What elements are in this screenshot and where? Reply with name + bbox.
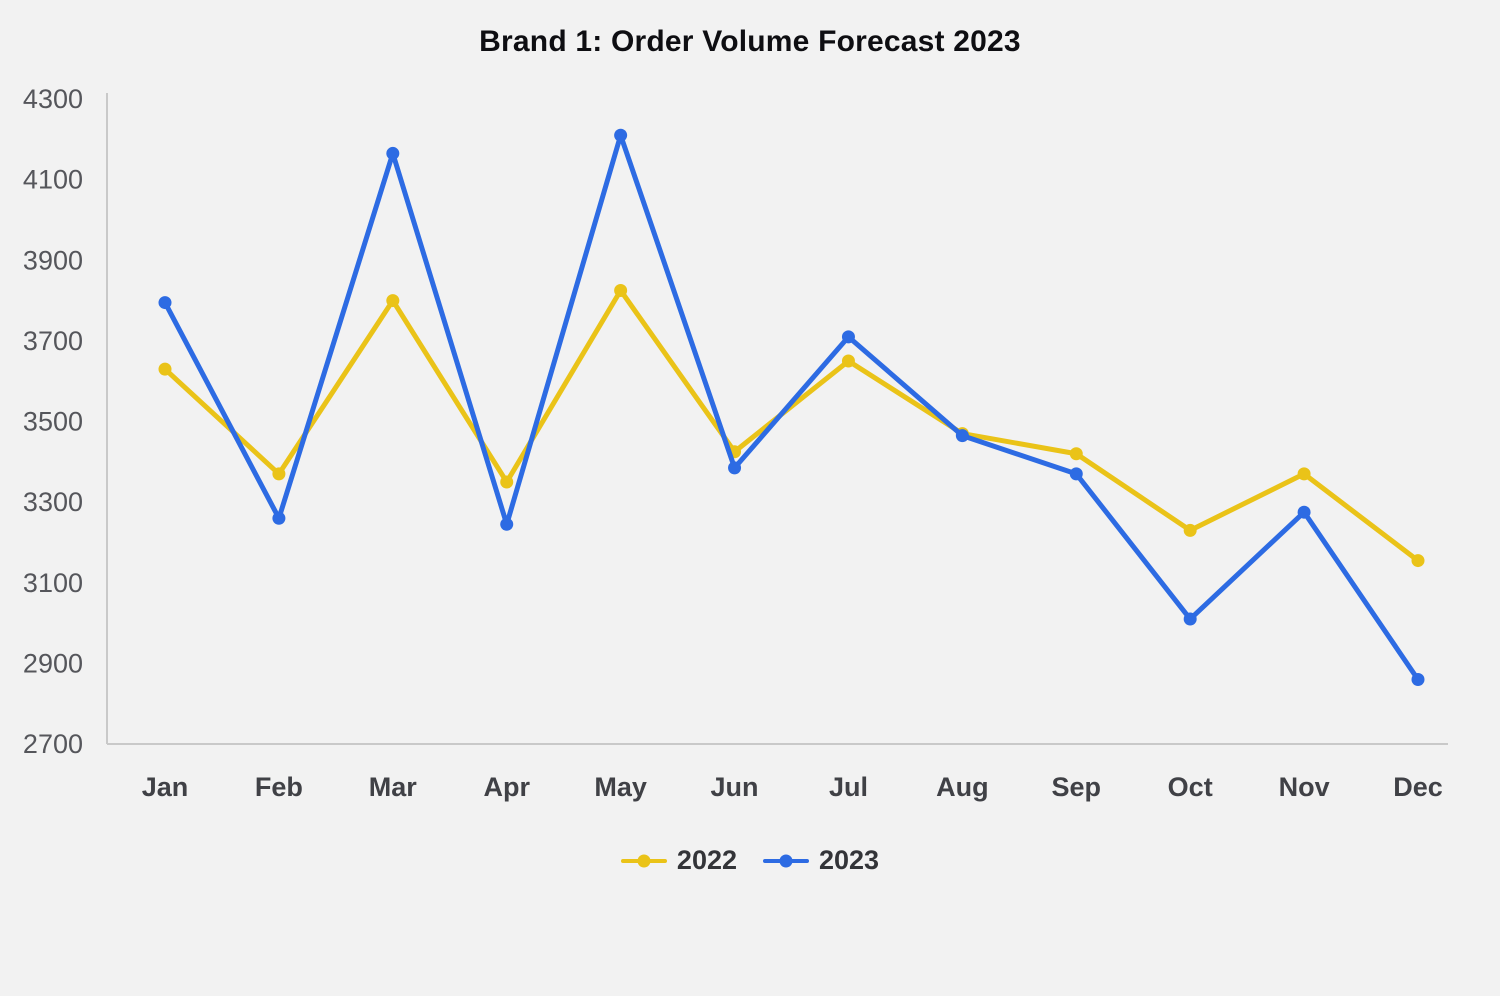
- svg-text:3300: 3300: [23, 487, 83, 517]
- line-chart-canvas: 2700 2900 3100 3300 3500 3700 3900 4100 4300 Jan F…: [23, 84, 1448, 802]
- svg-text:2900: 2900: [23, 648, 83, 678]
- svg-text:4300: 4300: [23, 84, 83, 114]
- legend-label-2023: 2023: [819, 845, 880, 875]
- chart-page: Brand 1: Order Volume Forecast 2023 2700…: [0, 25, 1500, 996]
- svg-text:2700: 2700: [23, 729, 83, 759]
- svg-text:Feb: Feb: [255, 772, 303, 802]
- svg-text:3100: 3100: [23, 568, 83, 598]
- svg-text:3900: 3900: [23, 245, 83, 275]
- legend-dot-icon: [779, 854, 793, 867]
- legend-label-2022: 2022: [676, 845, 737, 875]
- svg-text:Dec: Dec: [1393, 772, 1443, 802]
- svg-text:Jan: Jan: [142, 772, 189, 802]
- svg-text:Oct: Oct: [1168, 772, 1213, 802]
- svg-text:Aug: Aug: [936, 772, 988, 802]
- svg-text:Jun: Jun: [711, 772, 759, 802]
- svg-text:3700: 3700: [23, 326, 83, 356]
- svg-text:Sep: Sep: [1052, 772, 1102, 802]
- chart-title: Brand 1: Order Volume Forecast 2023: [479, 25, 1021, 58]
- svg-text:Apr: Apr: [483, 772, 530, 802]
- svg-text:Mar: Mar: [369, 772, 418, 802]
- svg-text:3500: 3500: [23, 407, 83, 437]
- legend-item-2023: 2023: [763, 845, 879, 876]
- chart-area: 2700 2900 3100 3300 3500 3700 3900 4100 4300 Jan F…: [0, 59, 1500, 829]
- svg-text:Nov: Nov: [1279, 772, 1330, 802]
- legend-line-swatch-icon: [620, 854, 667, 867]
- legend-dot-icon: [637, 854, 651, 867]
- legend-line-swatch-icon: [763, 854, 809, 867]
- svg-text:Jul: Jul: [829, 772, 868, 802]
- legend-item-2022: 2022: [620, 845, 737, 876]
- chart-legend: 2022 2023: [0, 845, 1500, 876]
- svg-text:4100: 4100: [23, 165, 83, 195]
- svg-text:May: May: [594, 772, 647, 802]
